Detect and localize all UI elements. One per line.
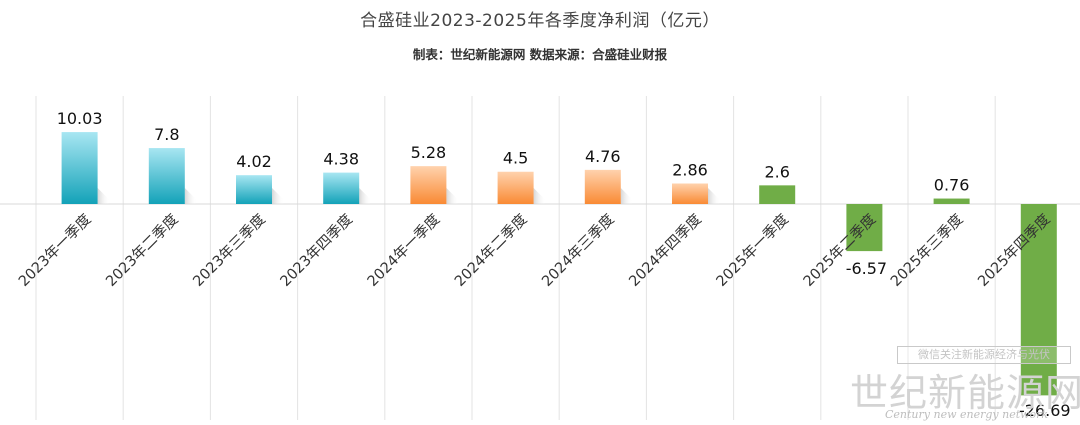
bar-shadow [620,188,633,204]
value-label-5: 5.28 [411,143,447,162]
bar-shadow [446,188,459,204]
value-label-2: 7.8 [154,125,179,144]
category-label-7: 2024年三季度 [538,211,617,290]
value-label-12: -26.69 [1019,401,1071,420]
bar-9 [759,185,796,204]
bar-1 [61,132,98,204]
bar-shadow [272,188,284,204]
bar-6 [497,171,534,204]
chart-subtitle: 制表：世纪新能源网 数据来源：合盛硅业财报 [412,47,668,62]
category-label-6: 2024年二季度 [451,211,530,290]
value-label-7: 4.76 [585,147,621,166]
bar-shadow [359,188,372,204]
bar-10 [846,204,883,252]
value-label-9: 2.6 [764,162,789,181]
bar-shadow [708,188,720,204]
chart-title: 合盛硅业2023-2025年各季度净利润（亿元） [360,11,720,31]
category-label-4: 2023年四季度 [277,211,356,290]
bar-7 [584,169,621,204]
bar-3 [236,175,272,204]
value-label-10: -6.57 [846,259,887,278]
value-label-8: 2.86 [672,160,708,179]
bar-shadow [97,188,110,204]
bar-shadow [533,188,546,204]
category-label-2: 2023年二季度 [102,211,181,290]
category-label-3: 2023年三季度 [190,211,269,290]
category-label-5: 2024年一季度 [364,211,443,290]
value-label-1: 10.03 [57,109,103,128]
value-label-3: 4.02 [236,152,272,171]
category-label-8: 2024年四季度 [626,211,705,290]
bar-shadow [184,188,197,204]
bar-4 [323,172,360,204]
bar-2 [148,148,185,204]
bar-8 [672,183,708,204]
value-label-11: 0.76 [934,176,970,195]
watermark-brand: 世纪新能源网 [850,371,1080,415]
watermark-tagline: 微信关注新能源经济与光伏 [897,346,1071,364]
bar-5 [410,166,447,204]
bar-11 [933,198,970,204]
category-label-1: 2023年一季度 [15,211,94,290]
value-label-4: 4.38 [323,150,359,169]
category-label-9: 2025年一季度 [713,211,792,290]
category-label-11: 2025年三季度 [887,211,966,290]
watermark-english: Century new energy network [885,408,1049,421]
value-label-6: 4.5 [503,149,528,168]
